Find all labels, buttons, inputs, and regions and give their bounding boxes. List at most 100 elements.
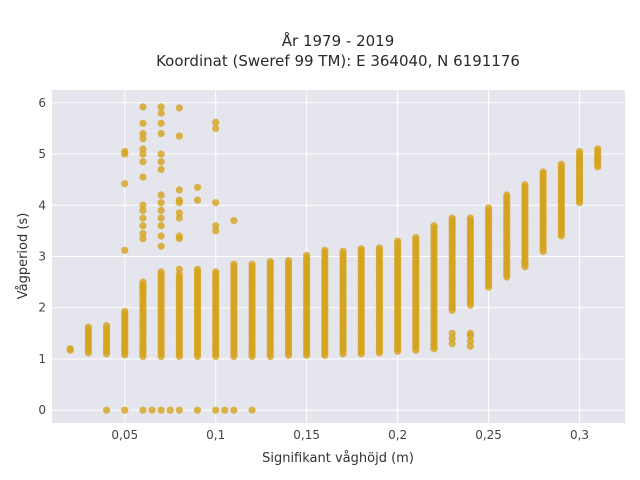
data-point (175, 214, 183, 222)
data-point (430, 222, 438, 230)
data-point (175, 232, 183, 240)
data-point (466, 342, 474, 350)
data-point (157, 242, 165, 250)
x-tick-label: 0,2 (388, 428, 407, 442)
data-point (266, 258, 274, 266)
data-point (157, 232, 165, 240)
data-point (212, 222, 220, 230)
data-point (248, 406, 256, 414)
data-point (175, 406, 183, 414)
data-point (193, 183, 202, 191)
data-point (212, 118, 220, 126)
data-point (139, 206, 147, 214)
y-tick-label: 6 (38, 96, 46, 110)
data-point (303, 251, 311, 260)
data-point (102, 406, 111, 414)
data-point (212, 268, 220, 276)
data-point (466, 329, 474, 337)
data-point (139, 150, 147, 158)
data-point (139, 229, 147, 238)
data-point (121, 147, 129, 156)
data-point (448, 339, 456, 348)
data-point (66, 345, 74, 353)
x-tick-label: 0,05 (111, 428, 138, 442)
data-point (157, 119, 165, 127)
data-point (284, 256, 293, 265)
data-point (175, 265, 183, 273)
y-tick-label: 2 (38, 301, 46, 315)
chart-title-line2: Koordinat (Sweref 99 TM): E 364040, N 61… (156, 52, 520, 70)
data-point (157, 222, 165, 230)
data-point (166, 406, 174, 414)
data-point (248, 260, 256, 268)
data-point (230, 217, 238, 225)
data-point (139, 214, 147, 222)
data-point (139, 119, 147, 127)
data-point (394, 237, 402, 245)
y-axis-label: Vågperiod (s) (16, 213, 31, 300)
data-point (521, 181, 529, 189)
data-point (139, 158, 147, 166)
x-axis-label: Signifikant våghöjd (m) (262, 451, 414, 466)
data-point (375, 244, 384, 252)
data-point (321, 246, 329, 254)
data-point (139, 406, 147, 414)
data-point (157, 165, 165, 174)
data-point (175, 104, 183, 112)
x-tick-labels: 0,05 0,1 0,15 0,2 0,25 0,3 (111, 428, 589, 442)
data-point (139, 103, 147, 111)
data-point (193, 406, 202, 414)
data-point (139, 135, 147, 143)
data-point (448, 334, 456, 343)
data-point (557, 160, 565, 168)
data-point (175, 132, 183, 140)
x-tick-label: 0,3 (570, 428, 589, 442)
data-point (448, 214, 456, 222)
data-point (121, 180, 129, 188)
data-point (121, 246, 129, 254)
y-tick-labels: 0 1 2 3 4 5 6 (38, 96, 46, 417)
data-point (139, 129, 147, 138)
data-point (139, 291, 147, 299)
data-point (157, 103, 165, 111)
y-tick-label: 0 (38, 403, 46, 417)
data-point (139, 234, 147, 243)
data-point (503, 191, 511, 199)
data-point (193, 265, 202, 273)
data-point (148, 406, 156, 414)
data-point (339, 247, 347, 255)
data-point (230, 260, 238, 268)
chart-title-line1: År 1979 - 2019 (282, 31, 395, 50)
data-point (212, 199, 220, 207)
data-point (102, 322, 111, 330)
data-point (121, 307, 129, 315)
data-point (157, 158, 165, 166)
data-point (157, 268, 165, 276)
data-point (157, 191, 165, 199)
data-point (139, 173, 147, 181)
data-point (157, 199, 165, 207)
data-point (230, 406, 238, 414)
data-point (175, 209, 183, 217)
y-tick-label: 4 (38, 198, 46, 212)
data-point (121, 406, 129, 414)
data-point (157, 214, 165, 222)
data-point (139, 222, 147, 230)
data-point (539, 168, 547, 176)
x-tick-label: 0,1 (206, 428, 225, 442)
data-point (157, 406, 165, 414)
data-point (157, 206, 165, 214)
data-point (84, 323, 92, 331)
y-tick-label: 1 (38, 352, 46, 366)
y-tick-label: 5 (38, 147, 46, 161)
data-point (594, 145, 602, 153)
data-point (221, 406, 229, 414)
data-point (448, 329, 456, 337)
data-points (66, 103, 602, 414)
data-point (139, 278, 147, 286)
data-point (466, 337, 474, 345)
data-point (139, 145, 147, 153)
data-point (212, 227, 220, 235)
x-tick-label: 0,15 (293, 428, 320, 442)
data-point (175, 186, 183, 194)
